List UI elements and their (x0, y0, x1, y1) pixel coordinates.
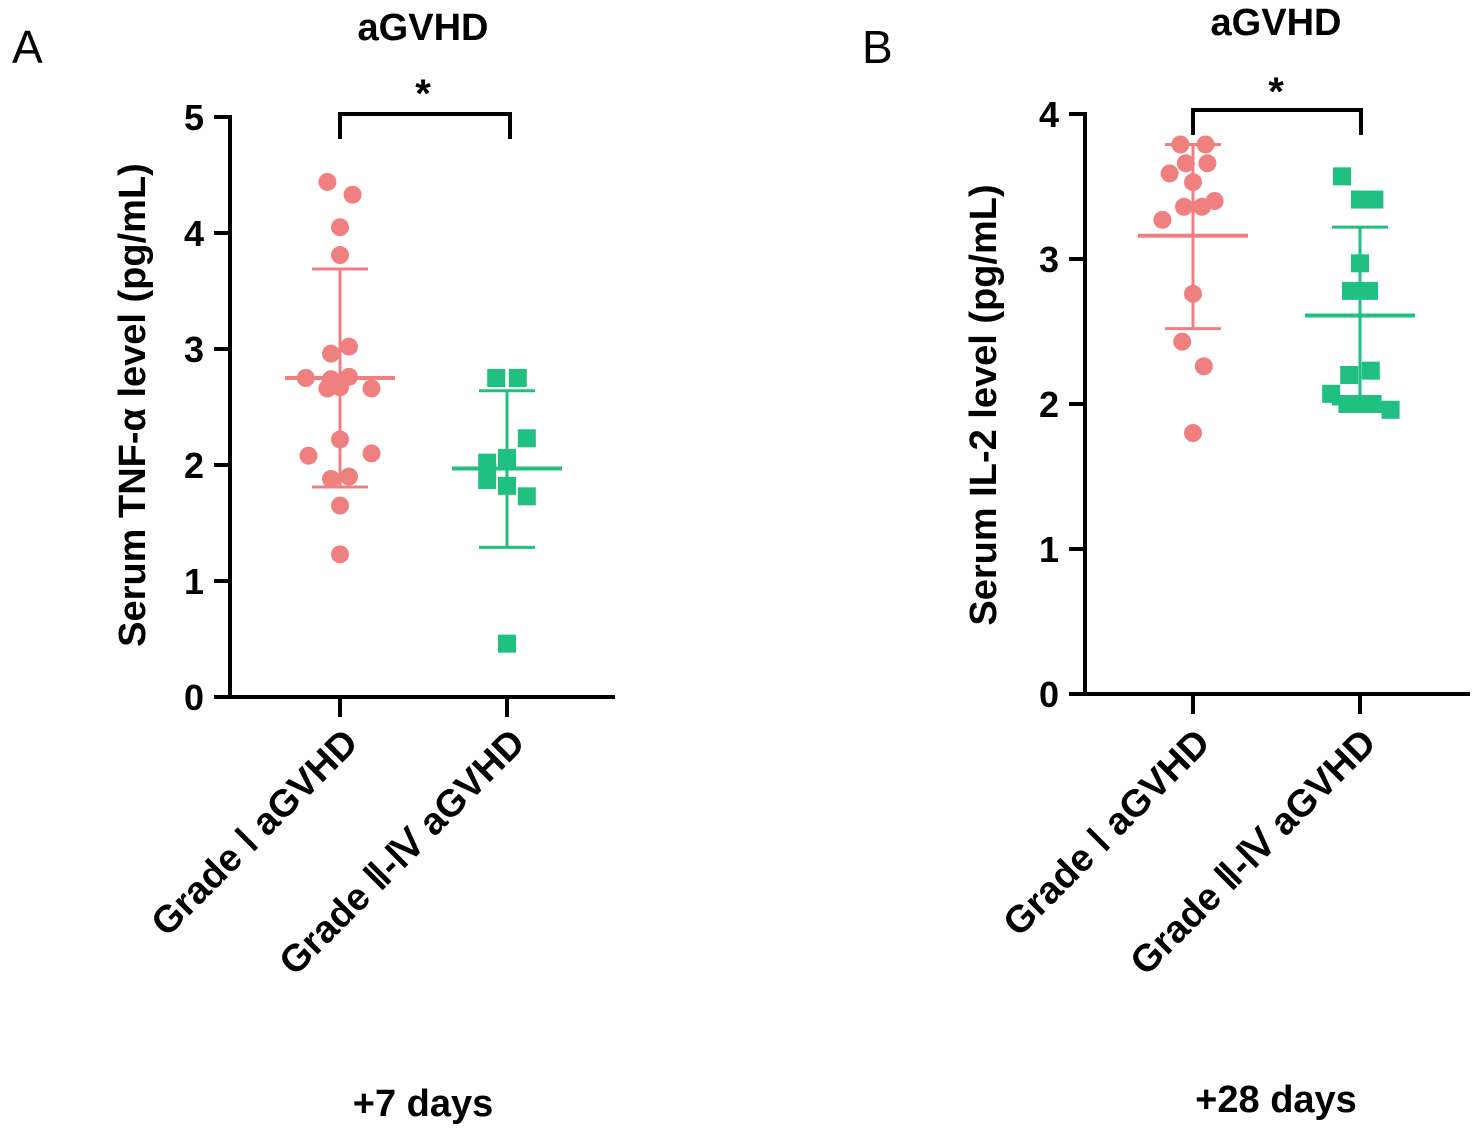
panel-a-points (296, 172, 536, 653)
panel-a-series-2-point-5 (498, 449, 516, 468)
panel-b-series-2-point-2 (1351, 190, 1369, 209)
panel-a-y-tick-label-3: 3 (184, 329, 204, 370)
panel-a-series-1-point-1 (318, 172, 337, 191)
panel-b-title: aGVHD (1211, 2, 1342, 44)
panel-b-series-2-point-4 (1351, 254, 1369, 273)
panel-b-significance-bracket (1191, 108, 1363, 135)
panel-a-series-1-point-7 (296, 369, 315, 387)
panel-a-series-1-point-6 (340, 337, 358, 356)
panel-a-letter: A (12, 21, 43, 73)
panel-b-series-1-point-8 (1175, 197, 1193, 216)
panel-a-series-2-point-4 (478, 453, 497, 472)
panel-a-error-bars (285, 267, 562, 549)
panel-b-series-2-point-12 (1363, 395, 1382, 413)
panel-a-title: aGVHD (358, 7, 489, 49)
panel-b-series-2-point-8 (1361, 361, 1380, 380)
panel-b-series-2-point-1 (1333, 167, 1351, 186)
panel-a-y-tick-label-2: 2 (184, 445, 204, 486)
panel-a-series-2-point-3 (517, 429, 536, 448)
panel-a-series-1-point-3 (331, 218, 349, 237)
panel-a-significance-marker: * (415, 72, 431, 116)
panel-a-series-2-point-6 (478, 471, 497, 490)
panel-a-series-1-point-2 (343, 185, 362, 204)
panel-a-y-axis-label: Serum TNF-α level (pg/mL) (112, 163, 154, 647)
panel-b-y-tick-label-0: 0 (1039, 674, 1059, 715)
panel-a-series-1-point-11 (331, 378, 349, 397)
panel-b-y-axis-label: Serum IL-2 level (pg/mL) (963, 184, 1005, 625)
panel-b-series-1-point-12 (1173, 332, 1192, 351)
panel-a-series-2-point-7 (498, 476, 516, 495)
panel-a-y-tick-label-5: 5 (184, 97, 204, 138)
panel-a-series-1-point-14 (299, 446, 318, 465)
panel-a-x-axis (228, 695, 615, 717)
panel-b-series-2-point-9 (1322, 384, 1341, 403)
panel-b-series-2-point-13 (1381, 400, 1400, 419)
panel-b-series-1-point-4 (1176, 154, 1195, 173)
panel-a-y-axis: 0 1 2 3 4 5 (184, 97, 232, 718)
panel-b-series-1-point-3 (1198, 154, 1217, 173)
panel-a-series-2-point-9 (498, 634, 516, 653)
panel-b-points (1153, 135, 1400, 442)
panel-a-series-1-point-15 (362, 444, 381, 463)
panel-b-series-1-point-1 (1171, 135, 1190, 154)
panel-b-il2: B aGVHD Serum IL-2 level (pg/mL) +28 day… (862, 2, 1470, 1121)
panel-a-y-tick-label-0: 0 (184, 677, 204, 718)
panel-b-series-2-point-7 (1340, 366, 1359, 384)
panel-a-series-1-point-5 (322, 344, 340, 363)
panel-b-series-1-point-5 (1160, 164, 1179, 183)
panel-a-significance-bracket (338, 112, 512, 139)
panel-a-series-1-point-17 (340, 467, 358, 486)
panel-b-x-axis (1083, 692, 1470, 714)
panel-a-series-2-point-8 (517, 487, 536, 506)
panel-a-series-1-point-4 (331, 246, 349, 265)
panel-a-tnf: A aGVHD Serum TNF-α level (pg/mL) +7 day… (12, 7, 615, 1125)
panel-b-series-1-point-13 (1194, 357, 1213, 376)
panel-a-series-1-point-18 (331, 496, 349, 515)
panel-b-series-1-point-6 (1184, 173, 1202, 192)
panel-b-series-2-point-6 (1360, 281, 1378, 300)
panel-b-series-1-point-14 (1184, 424, 1202, 442)
panel-b-series-1-point-10 (1153, 210, 1172, 229)
panel-a-series-2-point-1 (487, 369, 506, 387)
panel-a-series-2-point-2 (508, 369, 527, 387)
panel-b-letter: B (862, 21, 893, 73)
panel-a-y-tick-label-4: 4 (184, 213, 204, 254)
panel-b-x-axis-label: +28 days (1195, 1079, 1357, 1121)
panel-a-series-1-point-13 (331, 430, 349, 449)
panel-a-y-tick-label-1: 1 (184, 561, 204, 602)
panel-b-significance-marker: * (1268, 70, 1284, 114)
panel-b-y-tick-label-2: 2 (1039, 384, 1059, 425)
panel-b-series-1-point-2 (1196, 135, 1215, 154)
panel-b-series-1-point-11 (1184, 284, 1202, 303)
panel-a-series-1-point-12 (362, 379, 381, 398)
panel-a-series-1-point-16 (322, 469, 340, 488)
panel-a-series-1-point-19 (331, 545, 349, 564)
panel-b-series-1-point-9 (1193, 197, 1211, 216)
panel-b-y-tick-label-1: 1 (1039, 529, 1059, 570)
panel-b-series-2-point-5 (1342, 281, 1360, 300)
panel-b-y-tick-label-3: 3 (1039, 239, 1059, 280)
panel-b-y-tick-label-4: 4 (1039, 94, 1059, 135)
panel-a-x-axis-label: +7 days (353, 1083, 494, 1125)
panel-b-series-2-point-3 (1365, 190, 1384, 209)
panel-b-y-axis: 0 1 2 3 4 (1039, 94, 1087, 715)
